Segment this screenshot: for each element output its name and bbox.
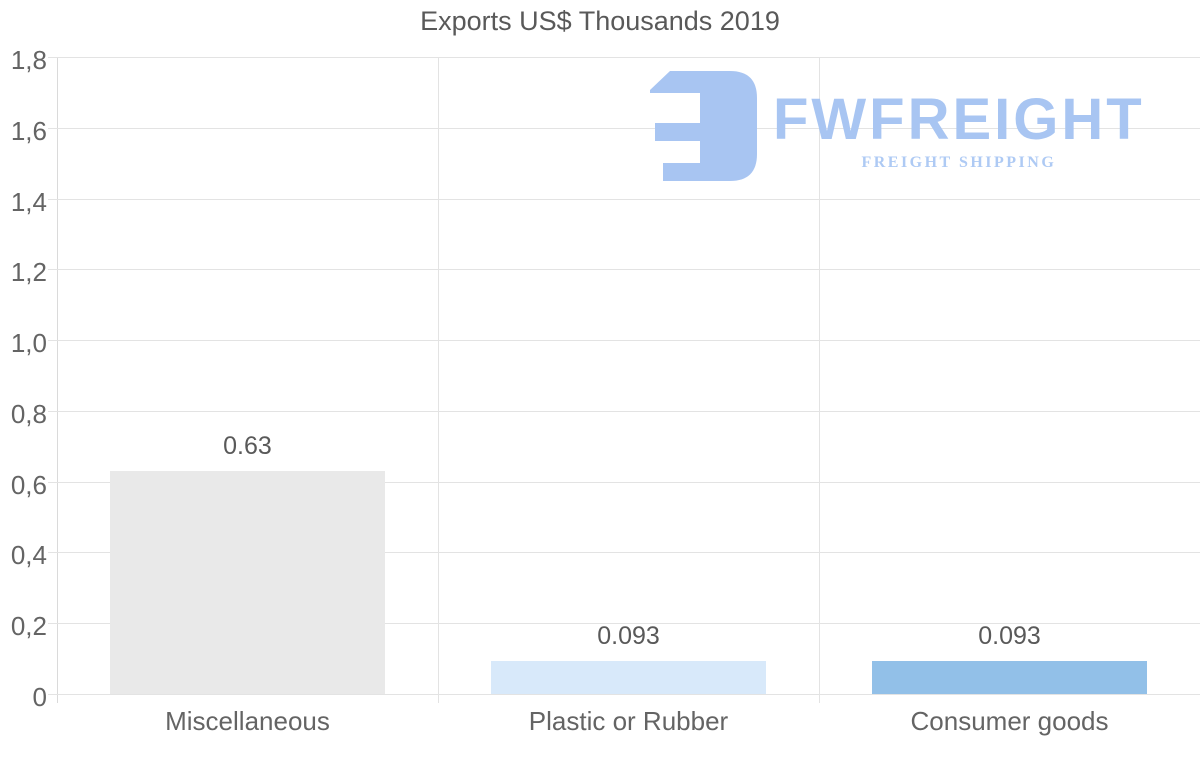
- category-label-miscellaneous: Miscellaneous: [165, 706, 330, 736]
- gridline-y-0,6: [48, 481, 1200, 483]
- ytick-label: 0,8: [10, 398, 47, 429]
- ytick-label: 1,0: [10, 328, 47, 359]
- gridline-y-0: [48, 694, 1200, 695]
- value-label-miscellaneous: 0.63: [223, 432, 272, 460]
- ytick-label: 0: [32, 682, 47, 712]
- ytick-label: 1,6: [10, 115, 47, 146]
- category-separator: [819, 57, 820, 703]
- gridline-y-1,2: [48, 269, 1200, 271]
- bar-miscellaneous: [110, 471, 385, 694]
- plot-area: FWFREIGHT FREIGHT SHIPPING 1,8 1,6 1,4 1,2 1…: [11, 47, 1200, 736]
- brand-name: FWFREIGHT: [773, 86, 1145, 152]
- category-label-consumer-goods: Consumer goods: [910, 706, 1109, 736]
- ytick-label: 0,4: [10, 540, 47, 571]
- gridline-y-1,0: [48, 340, 1200, 342]
- gridline-y-1,6: [48, 127, 1200, 129]
- category-separator: [438, 57, 439, 703]
- gridline-y-1,8: [48, 57, 1200, 58]
- gridline-y-0,8: [48, 410, 1200, 412]
- ytick-label: 0,2: [10, 611, 47, 642]
- bar-plastic-or-rubber: [491, 661, 766, 694]
- ytick-label: 1,4: [10, 186, 47, 217]
- fwfreight-logo-icon: [650, 71, 757, 181]
- gridline-y-0,4: [48, 552, 1200, 554]
- ytick-label: 1,8: [10, 45, 47, 75]
- ytick-label: 1,2: [10, 257, 47, 288]
- chart-title: Exports US$ Thousands 2019: [420, 6, 780, 36]
- value-label-consumer-goods: 0.093: [978, 622, 1041, 650]
- gridline-y-0,2: [48, 623, 1200, 625]
- brand-text-block: FWFREIGHT FREIGHT SHIPPING: [773, 81, 1145, 172]
- gridline-y-1,4: [48, 198, 1200, 200]
- y-axis-line: [57, 57, 58, 703]
- value-label-plastic-or-rubber: 0.093: [597, 622, 660, 650]
- bar-consumer-goods: [872, 661, 1147, 694]
- category-label-plastic-or-rubber: Plastic or Rubber: [528, 706, 729, 736]
- brand-tagline: FREIGHT SHIPPING: [861, 153, 1057, 171]
- brand-watermark: FWFREIGHT FREIGHT SHIPPING: [650, 71, 1145, 181]
- ytick-label: 0,6: [10, 469, 47, 500]
